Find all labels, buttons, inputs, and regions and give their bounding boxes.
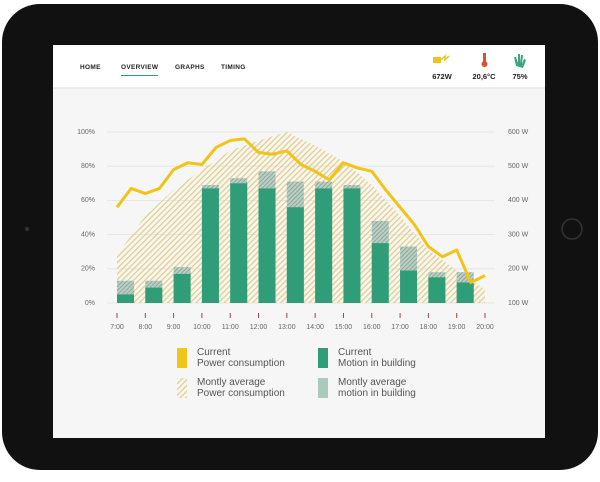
x-tick-label: 7:00 (110, 324, 124, 331)
x-tick-label: 11:00 (222, 324, 239, 331)
x-tick-label: 14:00 (306, 324, 324, 331)
y-tick-label: 100% (77, 129, 95, 136)
motion-bar (286, 207, 304, 303)
power-line (115, 137, 486, 284)
motion-bar (315, 188, 333, 303)
motion-bar (428, 277, 446, 303)
motion-bar (117, 294, 134, 303)
y2-tick-label: 100 W (508, 300, 529, 307)
y2-tick-label: 300 W (508, 231, 529, 238)
legend-swatch-bar (318, 348, 328, 368)
x-tick-label: 8:00 (138, 324, 152, 331)
motion-bar (201, 188, 219, 303)
x-tick-label: 16:00 (363, 324, 381, 331)
motion-bar (400, 270, 418, 303)
nav-tab[interactable]: OVERVIEW (121, 64, 159, 76)
header (53, 45, 545, 88)
nav-tab[interactable]: HOME (80, 64, 101, 71)
legend-swatch-avg-bar (318, 378, 328, 398)
camera (25, 227, 29, 231)
motion-bar (456, 282, 474, 303)
legend-swatch-area (177, 378, 187, 398)
x-tick-label: 15:00 (335, 324, 353, 331)
y2-tick-label: 600 W (508, 129, 529, 136)
y2-tick-label: 200 W (508, 266, 529, 273)
motion-bar (230, 183, 248, 303)
x-tick-label: 10:00 (193, 324, 211, 331)
x-tick-label: 20:00 (476, 324, 494, 331)
legend-entry: Current Motion in building (338, 347, 416, 369)
legend-swatch-line (177, 348, 187, 368)
x-tick-label: 13:00 (278, 324, 296, 331)
y-tick-label: 40% (81, 231, 95, 238)
motion-bar (145, 287, 163, 303)
legend-entry: Montly average Power consumption (197, 377, 285, 399)
x-tick-label: 17:00 (391, 324, 409, 331)
x-tick-label: 18:00 (420, 324, 438, 331)
plot: 0% 20% 40% 60% 80% 100% 100 W 200 W 300 W 400 W 50… (77, 129, 529, 331)
legend-entry: Current Power consumption (197, 347, 285, 369)
home-button[interactable] (561, 218, 583, 240)
x-tick-label: 12:00 (250, 324, 268, 331)
motion-bar (371, 243, 389, 303)
x-tick-label: 9:00 (167, 324, 181, 331)
nav-tab[interactable]: GRAPHS (175, 64, 205, 71)
y2-tick-label: 500 W (508, 163, 529, 170)
power-status: 672W (432, 72, 452, 81)
thermometer-icon (481, 53, 488, 67)
x-tick-label: 19:00 (448, 324, 466, 331)
temperature-status: 20,6°C (472, 72, 496, 81)
legend-entry: Montly average motion in building (338, 377, 416, 399)
y2-tick-label: 400 W (508, 197, 529, 204)
hand-icon (514, 54, 526, 68)
y-tick-label: 20% (81, 266, 95, 273)
y-tick-label: 0% (85, 300, 95, 307)
motion-bar (258, 188, 276, 303)
y-tick-label: 80% (81, 163, 95, 170)
humidity-status: 75% (512, 72, 528, 81)
motion-bar (343, 188, 361, 303)
y-tick-label: 60% (81, 197, 95, 204)
nav-tab[interactable]: TIMING (221, 64, 246, 71)
motion-bar (173, 273, 191, 303)
plug-icon (433, 54, 450, 63)
